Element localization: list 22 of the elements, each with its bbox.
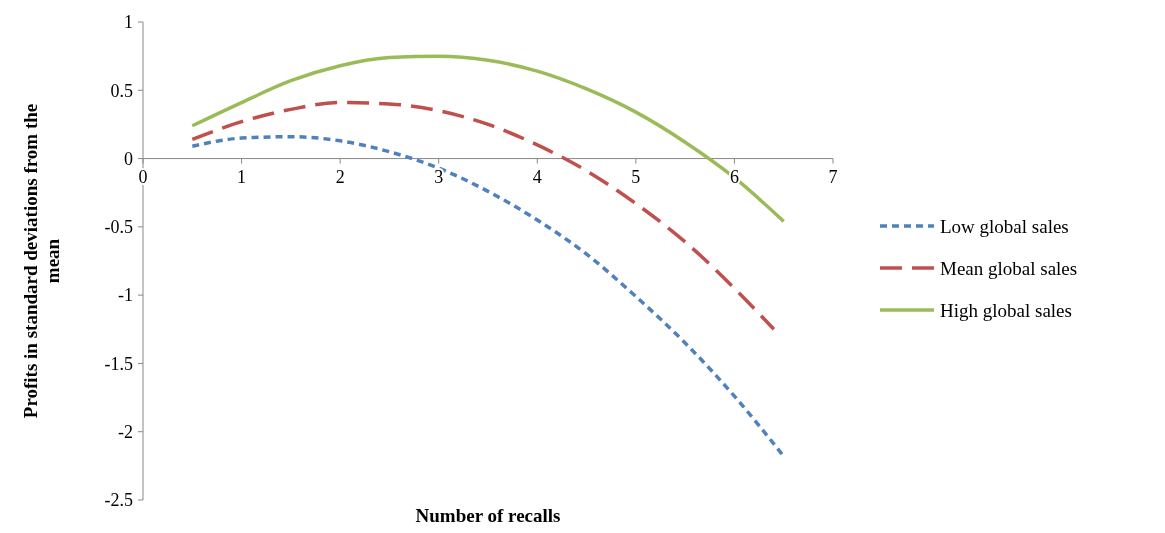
y-axis-title: Profits in standard deviations from the mean — [20, 103, 64, 419]
y-tick-label: -2.5 — [104, 490, 133, 511]
y-tick-label: 0 — [124, 148, 133, 169]
x-tick-label: 0 — [138, 166, 148, 187]
line-series — [190, 54, 786, 224]
y-tick-label: -1.5 — [104, 353, 133, 374]
x-tick-label: 3 — [434, 166, 444, 187]
y-tick-label: -2 — [118, 422, 133, 443]
y-tick-label: 0.5 — [110, 80, 133, 101]
legend-label: Low global sales — [940, 215, 1069, 237]
line-series — [190, 100, 776, 332]
x-tick-label: 1 — [237, 166, 247, 187]
x-tick-label: 7 — [828, 166, 838, 187]
y-tick-label: 1 — [124, 12, 133, 33]
x-tick-label: 5 — [631, 166, 641, 187]
legend-label: Mean global sales — [940, 257, 1078, 279]
y-tick-label: -1 — [118, 285, 133, 306]
legend-label: High global sales — [940, 299, 1072, 321]
x-axis-title: Number of recalls — [415, 505, 561, 526]
y-tick-label: -0.5 — [104, 217, 133, 238]
x-tick-label: 4 — [532, 166, 542, 187]
x-tick-label: 2 — [335, 166, 345, 187]
